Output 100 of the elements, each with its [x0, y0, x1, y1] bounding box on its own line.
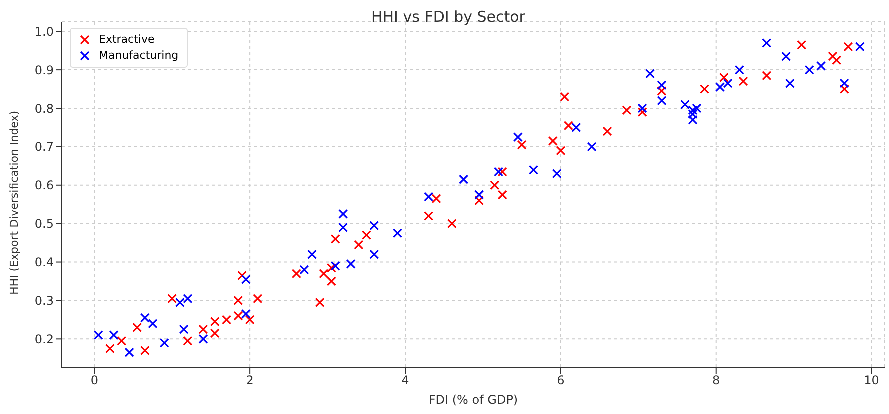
point [140, 346, 150, 356]
point [315, 298, 325, 308]
point [688, 109, 698, 120]
y-tick-label: 0.5 [34, 217, 54, 232]
point [338, 209, 348, 220]
point [210, 328, 220, 338]
point [719, 72, 729, 83]
point [210, 317, 220, 327]
point [432, 194, 442, 204]
point [370, 220, 380, 231]
point [638, 104, 648, 114]
point [816, 61, 826, 72]
point [175, 298, 185, 308]
point [140, 313, 150, 323]
point [198, 324, 208, 334]
point [198, 334, 208, 344]
point [234, 311, 244, 321]
point [840, 78, 850, 88]
y-tick-label: 0.3 [34, 294, 54, 308]
point [330, 234, 340, 244]
point [307, 250, 318, 260]
point [657, 80, 667, 90]
point [688, 106, 698, 116]
point [556, 146, 566, 156]
point [234, 296, 244, 306]
point [109, 330, 119, 340]
point [474, 190, 484, 200]
point [124, 348, 134, 358]
x-tick-label: 4 [402, 374, 410, 388]
point [688, 115, 698, 125]
y-tick-label: 0.9 [34, 63, 54, 78]
point [117, 336, 127, 346]
point [844, 42, 854, 52]
point [622, 106, 632, 116]
point [855, 42, 865, 52]
point [715, 82, 726, 92]
point [785, 78, 795, 88]
legend-label: Manufacturing [99, 48, 179, 64]
point [734, 65, 744, 75]
point [657, 86, 667, 96]
point [183, 336, 193, 346]
point [738, 76, 748, 86]
point [548, 136, 558, 146]
point [528, 165, 539, 175]
point [762, 71, 772, 81]
x-tick-label: 0 [90, 374, 98, 388]
point [572, 122, 582, 133]
point [160, 338, 170, 348]
point [241, 309, 251, 319]
point [490, 180, 500, 190]
point [840, 84, 850, 94]
point [564, 121, 574, 131]
point [253, 294, 263, 304]
point [132, 322, 142, 332]
y-tick-label: 0.7 [34, 140, 54, 154]
point [587, 142, 597, 152]
point [326, 263, 336, 273]
point [330, 261, 340, 271]
point [370, 250, 380, 260]
point [700, 84, 710, 94]
point [602, 126, 612, 136]
y-tick-label: 0.8 [34, 102, 54, 116]
legend-label: Extractive [99, 32, 155, 48]
point [105, 344, 115, 354]
point [245, 315, 255, 325]
point [241, 274, 251, 284]
point [326, 276, 336, 286]
y-tick-label: 0.2 [34, 332, 54, 346]
point [458, 174, 469, 184]
point [657, 96, 667, 106]
point [560, 92, 570, 102]
x-tick-label: 2 [246, 374, 254, 388]
point [338, 222, 348, 232]
point [346, 259, 356, 269]
point [494, 167, 504, 177]
point [362, 230, 372, 240]
point [638, 108, 648, 118]
point [392, 228, 403, 238]
point [319, 269, 329, 279]
point [292, 269, 302, 279]
x-axis-title: FDI (% of GDP) [428, 393, 518, 407]
point [782, 52, 792, 62]
chart-title: HHI vs FDI by Sector [370, 8, 526, 26]
x-tick-label: 6 [557, 374, 565, 388]
point [723, 78, 733, 88]
x-tick-label: 8 [712, 374, 720, 388]
point [680, 100, 690, 110]
point [447, 219, 457, 229]
point [183, 294, 193, 304]
y-tick-label: 0.4 [34, 256, 54, 270]
point [552, 169, 562, 179]
point [498, 190, 508, 200]
point [424, 211, 434, 221]
point [424, 192, 434, 202]
point [354, 240, 364, 250]
point [94, 330, 104, 340]
point [168, 294, 178, 304]
point [474, 196, 484, 206]
point [300, 265, 310, 275]
point [517, 140, 527, 150]
